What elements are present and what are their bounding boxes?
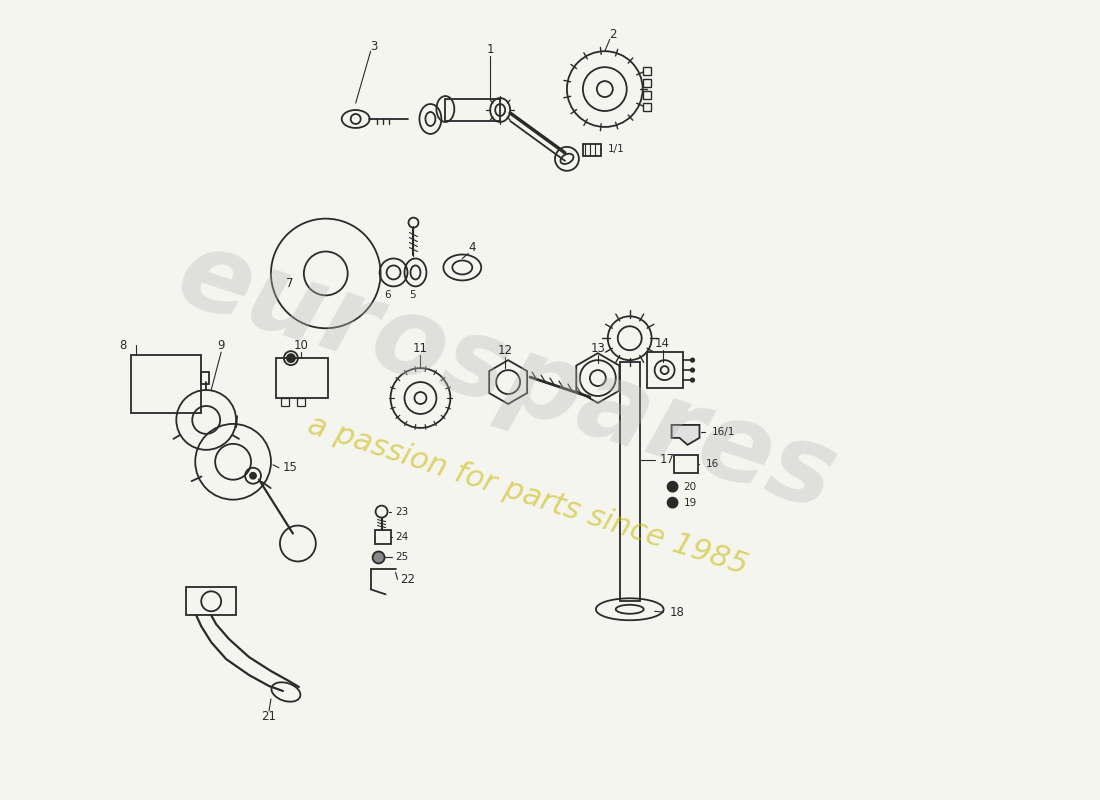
Text: 21: 21	[262, 710, 276, 723]
Bar	[647, 352, 682, 388]
Bar	[297, 398, 305, 406]
Circle shape	[668, 482, 678, 492]
Bar	[673, 455, 698, 473]
Text: 17: 17	[660, 454, 674, 466]
Bar	[642, 103, 650, 111]
Text: 13: 13	[591, 342, 605, 354]
Text: 1: 1	[486, 42, 494, 56]
Bar	[280, 398, 289, 406]
Text: 1/1: 1/1	[608, 144, 625, 154]
Text: 7: 7	[286, 277, 294, 290]
Circle shape	[691, 368, 694, 372]
Text: 24: 24	[396, 531, 409, 542]
Bar	[375, 530, 390, 543]
Text: 25: 25	[396, 553, 409, 562]
Text: 16/1: 16/1	[712, 427, 735, 437]
Bar	[642, 79, 650, 87]
Bar	[642, 67, 650, 75]
Bar	[186, 587, 236, 615]
Text: 11: 11	[412, 342, 428, 354]
Text: 22: 22	[400, 573, 416, 586]
Text: 18: 18	[670, 606, 684, 618]
Bar	[276, 358, 328, 398]
Text: 8: 8	[120, 338, 127, 352]
Bar	[446, 99, 501, 121]
Circle shape	[691, 378, 694, 382]
Text: 23: 23	[396, 506, 409, 517]
Polygon shape	[672, 425, 700, 445]
Text: eurospares: eurospares	[164, 220, 848, 532]
Bar	[619, 362, 640, 602]
Bar	[132, 355, 201, 413]
Text: 14: 14	[656, 337, 670, 350]
Bar	[642, 91, 650, 99]
Text: 20: 20	[683, 482, 696, 492]
Text: 9: 9	[218, 338, 224, 352]
Bar	[201, 372, 209, 384]
Text: 5: 5	[409, 290, 416, 300]
Circle shape	[373, 551, 385, 563]
Text: 19: 19	[683, 498, 696, 508]
Text: a passion for parts since 1985: a passion for parts since 1985	[305, 410, 751, 581]
Circle shape	[250, 473, 256, 478]
Text: 10: 10	[294, 338, 308, 352]
Text: 16: 16	[705, 458, 718, 469]
Circle shape	[287, 354, 295, 362]
Circle shape	[668, 498, 678, 508]
Bar	[583, 144, 601, 156]
Text: 12: 12	[497, 344, 513, 357]
Text: 6: 6	[384, 290, 390, 300]
Text: 2: 2	[609, 28, 616, 41]
Text: 3: 3	[370, 40, 377, 53]
Text: 4: 4	[469, 241, 476, 254]
Circle shape	[691, 358, 694, 362]
Text: 15: 15	[283, 462, 298, 474]
